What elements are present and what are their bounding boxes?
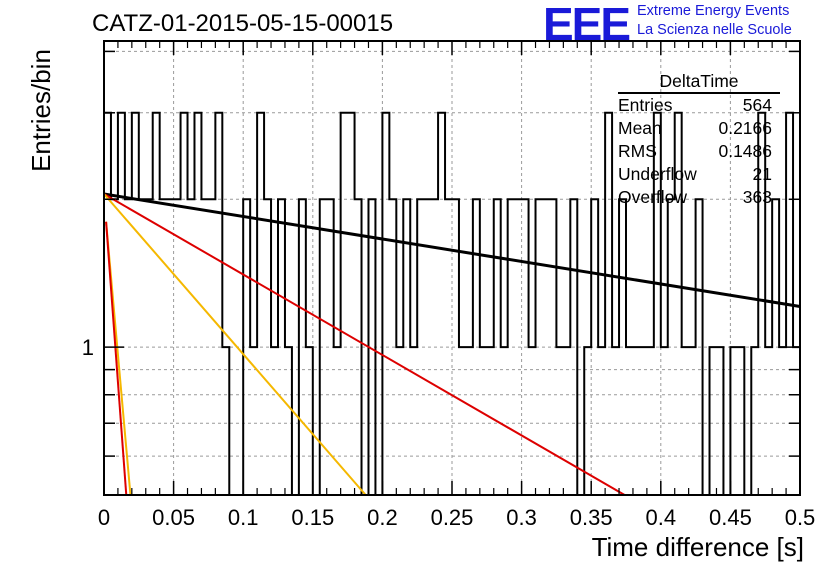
x-tick-label: 0.25 bbox=[431, 505, 474, 530]
x-tick-label: 0.15 bbox=[291, 505, 334, 530]
stats-value: 21 bbox=[752, 164, 772, 184]
x-tick-label: 0.1 bbox=[228, 505, 259, 530]
histogram-line bbox=[103, 111, 800, 496]
x-tick-label: 0.35 bbox=[570, 505, 613, 530]
stats-row-underflow: Underflow 21 bbox=[610, 163, 780, 186]
axis-ticks bbox=[103, 41, 801, 496]
org-line-2: La Scienza nelle Scuole bbox=[637, 22, 792, 38]
stats-label: Overflow bbox=[618, 187, 688, 207]
eee-logo: EEE bbox=[543, 0, 631, 50]
x-tick-label: 0.2 bbox=[367, 505, 398, 530]
stats-value: 564 bbox=[742, 95, 772, 115]
x-tick-label: 0.3 bbox=[506, 505, 537, 530]
x-tick-label: 0.4 bbox=[646, 505, 677, 530]
fit-curves bbox=[103, 192, 801, 496]
histogram-bars bbox=[103, 111, 800, 496]
x-tick-label: 0 bbox=[98, 505, 110, 530]
stats-label: Mean bbox=[618, 118, 662, 138]
stats-row-entries: Entries 564 bbox=[610, 94, 780, 117]
stats-label: RMS bbox=[618, 141, 657, 161]
x-axis-label: Time difference [s] bbox=[591, 532, 804, 562]
y-tick-label: 1 bbox=[82, 335, 94, 360]
stats-value: 0.2166 bbox=[718, 118, 772, 138]
org-name: Extreme Energy Events La Scienza nelle S… bbox=[637, 2, 792, 40]
run-title: CATZ-01-2015-05-15-00015 bbox=[92, 10, 394, 37]
stats-value: 0.1486 bbox=[718, 141, 772, 161]
stats-box: DeltaTime Entries 564 Mean 0.2166 RMS 0.148… bbox=[610, 70, 780, 209]
y-axis-label: Entries/bin bbox=[25, 49, 56, 172]
fit-curve-red bbox=[103, 193, 626, 496]
stats-row-overflow: Overflow 363 bbox=[610, 186, 780, 209]
fit-curve-red bbox=[105, 221, 128, 496]
stats-value: 363 bbox=[742, 187, 772, 207]
x-tick-label: 0.5 bbox=[785, 505, 816, 530]
fit-curve-yellow bbox=[103, 193, 367, 496]
x-tick-label: 0.45 bbox=[709, 505, 752, 530]
stats-row-mean: Mean 0.2166 bbox=[610, 117, 780, 140]
org-line-1: Extreme Energy Events bbox=[637, 3, 790, 19]
x-tick-label: 0.05 bbox=[152, 505, 195, 530]
stats-title: DeltaTime bbox=[618, 70, 780, 94]
stats-row-rms: RMS 0.1486 bbox=[610, 140, 780, 163]
axis-tick-labels: 0 0.05 0.1 0.15 0.2 0.25 0.3 0.35 0.4 0.45 0.5 1 bbox=[82, 335, 816, 530]
stats-label: Underflow bbox=[618, 164, 697, 184]
fit-curve-black bbox=[103, 192, 801, 308]
stats-label: Entries bbox=[618, 95, 673, 115]
